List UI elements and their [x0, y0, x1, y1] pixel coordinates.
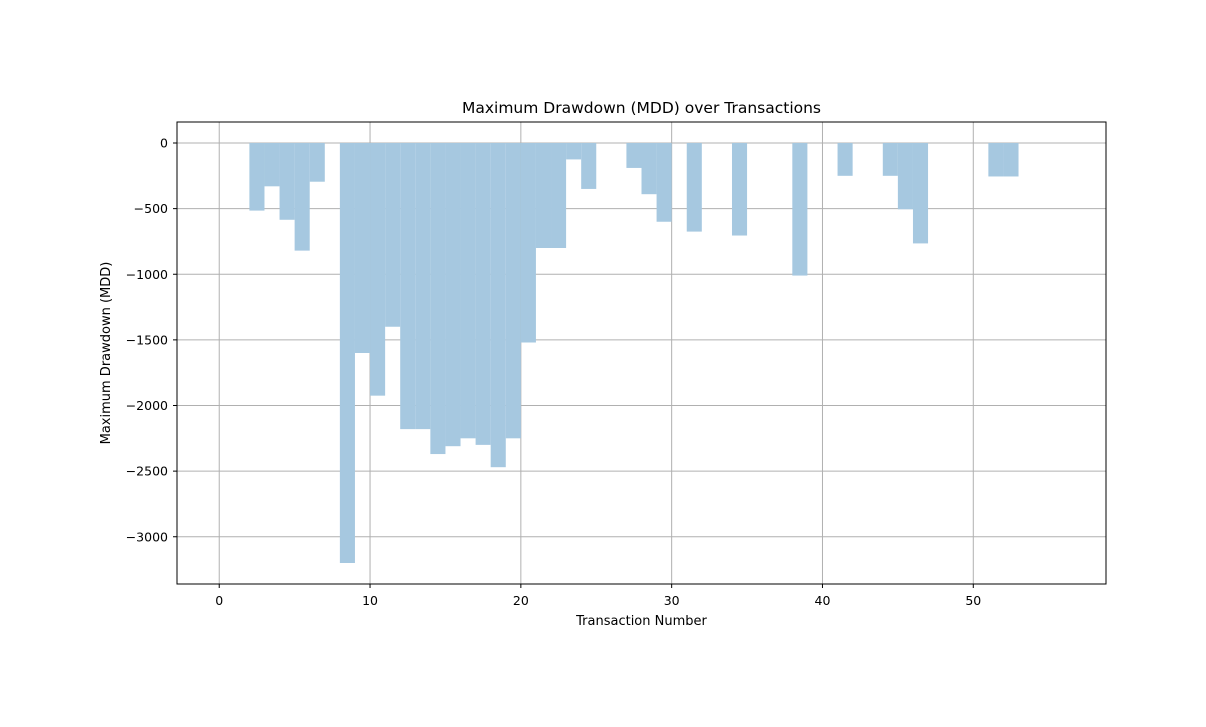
- bar: [566, 143, 582, 160]
- x-axis-ticks: 0 10 20 30 40 50: [215, 584, 981, 608]
- bar: [400, 143, 416, 430]
- bar: [505, 143, 521, 439]
- x-tick-label: 20: [513, 593, 529, 608]
- bar: [445, 143, 461, 447]
- y-tick-label: −1500: [126, 332, 168, 347]
- bar: [430, 143, 446, 455]
- y-tick-label: −2000: [126, 398, 168, 413]
- bar: [626, 143, 642, 168]
- y-tick-label: −2500: [126, 464, 168, 479]
- bar: [370, 143, 386, 396]
- bar: [731, 143, 748, 236]
- bar: [475, 143, 491, 445]
- bar: [309, 143, 325, 182]
- bar: [490, 143, 506, 468]
- y-tick-label: −3000: [126, 529, 168, 544]
- y-tick-label: −500: [134, 201, 168, 216]
- bar: [264, 143, 280, 187]
- bar: [551, 143, 567, 248]
- x-tick-label: 30: [664, 593, 680, 608]
- chart-title: Maximum Drawdown (MDD) over Transactions: [462, 99, 821, 117]
- bar: [460, 143, 476, 439]
- bar: [249, 143, 265, 211]
- bar: [686, 143, 702, 232]
- x-tick-label: 50: [965, 593, 981, 608]
- bar: [882, 143, 898, 176]
- bar: [279, 143, 295, 220]
- x-axis-label: Transaction Number: [575, 614, 707, 629]
- y-tick-label: −1000: [126, 267, 168, 282]
- x-tick-label: 10: [362, 593, 378, 608]
- x-tick-label: 0: [215, 593, 223, 608]
- bar: [1003, 143, 1019, 177]
- bar: [988, 143, 1004, 177]
- plot-frame: [176, 121, 1107, 585]
- y-tick-label: 0: [160, 136, 168, 151]
- bar: [792, 143, 808, 276]
- y-axis-label: Maximum Drawdown (MDD): [99, 262, 114, 445]
- bar: [641, 143, 657, 195]
- bar: [912, 143, 929, 244]
- bar: [415, 143, 431, 430]
- bar: [339, 143, 355, 563]
- bar: [581, 143, 597, 189]
- x-tick-label: 40: [815, 593, 831, 608]
- bar: [535, 143, 552, 248]
- bar: [520, 143, 536, 343]
- bar: [294, 143, 310, 251]
- y-axis-ticks: 0 −500 −1000 −1500 −2000 −2500 −3000: [126, 136, 177, 544]
- bar: [897, 143, 913, 210]
- bar: [837, 143, 853, 176]
- bar: [656, 143, 672, 222]
- bar: [354, 143, 371, 353]
- bar-series: [249, 143, 1019, 563]
- bar: [385, 143, 401, 327]
